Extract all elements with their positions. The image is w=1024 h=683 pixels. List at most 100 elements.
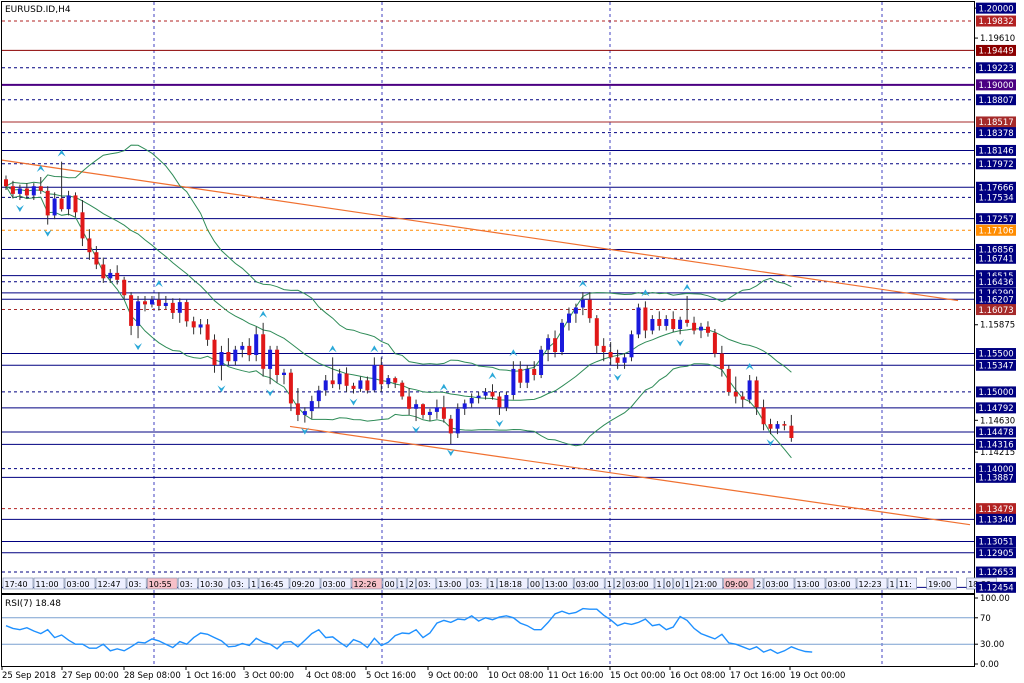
- price-tag-box: [976, 116, 1016, 128]
- candle-bullish: [580, 299, 585, 308]
- price-tag-box: [976, 402, 1016, 414]
- candle-bearish: [10, 186, 15, 194]
- fractal-down: [676, 339, 685, 347]
- candle-bearish: [4, 179, 8, 187]
- event-label: 11:00: [36, 580, 59, 589]
- candle-bullish: [511, 368, 516, 395]
- price-tag-label: 1.13051: [979, 538, 1014, 548]
- fractal-down: [43, 229, 52, 237]
- rsi-line: [5, 607, 813, 655]
- event-label: 03:00: [323, 580, 346, 589]
- price-tag-label: 1.14316: [979, 441, 1014, 451]
- event-label-box: [2, 577, 34, 590]
- price-tag-label: 1.13887: [979, 474, 1014, 484]
- candle-bearish: [706, 326, 710, 333]
- price-tag-box: [976, 547, 1016, 559]
- event-label: 03:00: [766, 580, 789, 589]
- candle-bearish: [490, 391, 495, 397]
- candle-bearish: [657, 319, 662, 326]
- event-label: 21:00: [694, 580, 717, 589]
- fractal-down: [349, 398, 358, 406]
- price-tag-label: 1.18517: [979, 118, 1014, 128]
- price-tag-box: [976, 252, 1016, 264]
- event-label: 2: [616, 580, 621, 589]
- price-tag-box: [976, 535, 1016, 547]
- candle-bearish: [184, 302, 189, 322]
- candle-bearish: [344, 373, 349, 386]
- candle-bullish: [323, 380, 328, 391]
- price-tag-label: 1.18146: [979, 147, 1014, 157]
- price-tag-label: 1.17972: [979, 160, 1014, 170]
- time-label: 5 Oct 16:00: [366, 671, 416, 681]
- candle-bearish: [205, 324, 210, 340]
- candle-bearish: [393, 378, 398, 383]
- candle-bearish: [170, 302, 175, 313]
- event-label: 12:47: [98, 580, 121, 589]
- fractal-down: [495, 419, 504, 427]
- event-labels: 17:40 11:00 03:00 12:47 03: 10:55 03: 10:30 03: 1…: [2, 577, 997, 590]
- event-label-box: [528, 577, 543, 590]
- candle-bearish: [726, 368, 731, 392]
- price-tag-label: 1.18378: [979, 129, 1014, 139]
- rsi-tick-label: 0.00: [980, 660, 999, 670]
- candle-bearish: [143, 301, 147, 305]
- candle-bearish: [261, 334, 266, 369]
- fractal-up: [745, 363, 754, 371]
- candle-bearish: [212, 339, 217, 365]
- price-tag-box: [976, 293, 1016, 305]
- price-tag-label: 1.14478: [979, 428, 1014, 438]
- event-label-box: [664, 577, 674, 590]
- fractal-markers: [15, 149, 775, 457]
- candle-bearish: [226, 352, 231, 362]
- time-label: 1 Oct 16:00: [186, 671, 236, 681]
- fractal-down: [300, 427, 309, 435]
- fractal-up: [439, 383, 448, 391]
- price-tick-label: 1.15875: [980, 321, 1015, 331]
- event-label: 12:23: [859, 580, 882, 589]
- candle-bullish: [434, 407, 439, 412]
- candle-bullish: [150, 299, 154, 305]
- event-label: 03:00: [626, 580, 649, 589]
- candle-bullish: [358, 380, 363, 389]
- event-label: 03:: [180, 580, 193, 589]
- candle-bearish: [448, 418, 453, 434]
- event-label: 13:00: [438, 580, 461, 589]
- fractal-down: [766, 439, 775, 447]
- price-tag-box: [976, 276, 1016, 288]
- candle-bearish: [295, 403, 300, 415]
- candle-bullish: [476, 395, 481, 398]
- event-label-box: [397, 577, 407, 590]
- event-label-box: [654, 577, 664, 590]
- price-tag-box: [976, 62, 1016, 74]
- fractal-down: [266, 389, 275, 397]
- event-label-box: [682, 577, 692, 590]
- fractal-up: [154, 280, 163, 288]
- event-label-box: [794, 577, 826, 590]
- event-label-box: [723, 577, 754, 590]
- fractal-up: [488, 372, 497, 380]
- candle-bullish: [747, 380, 752, 400]
- candle-bullish: [31, 186, 36, 196]
- price-tag-label: 1.17106: [979, 226, 1014, 236]
- candle-bullish: [268, 349, 273, 369]
- price-tick-label: 1.14215: [980, 448, 1015, 458]
- event-label-box: [258, 577, 290, 590]
- event-label: 0: [666, 580, 671, 589]
- price-tag-box: [976, 503, 1016, 515]
- price-tag-box: [976, 359, 1016, 371]
- candle-bullish: [219, 352, 224, 365]
- price-tag-box: [976, 438, 1016, 450]
- rsi-title: RSI(7) 18.48: [5, 599, 61, 609]
- price-tag-label: 1.18807: [979, 96, 1014, 106]
- event-label-box: [673, 577, 683, 590]
- candle-bearish: [643, 307, 648, 331]
- price-tag-box: [976, 304, 1016, 316]
- event-label: 1: [890, 580, 895, 589]
- price-tag-box: [976, 144, 1016, 156]
- price-tag-label: 1.13479: [979, 505, 1014, 515]
- price-tag-box: [976, 44, 1016, 56]
- candle-bullish: [233, 349, 238, 362]
- event-label: 03:: [418, 580, 431, 589]
- event-label: 03:00: [576, 580, 599, 589]
- price-tag-label: 1.20000: [979, 4, 1014, 14]
